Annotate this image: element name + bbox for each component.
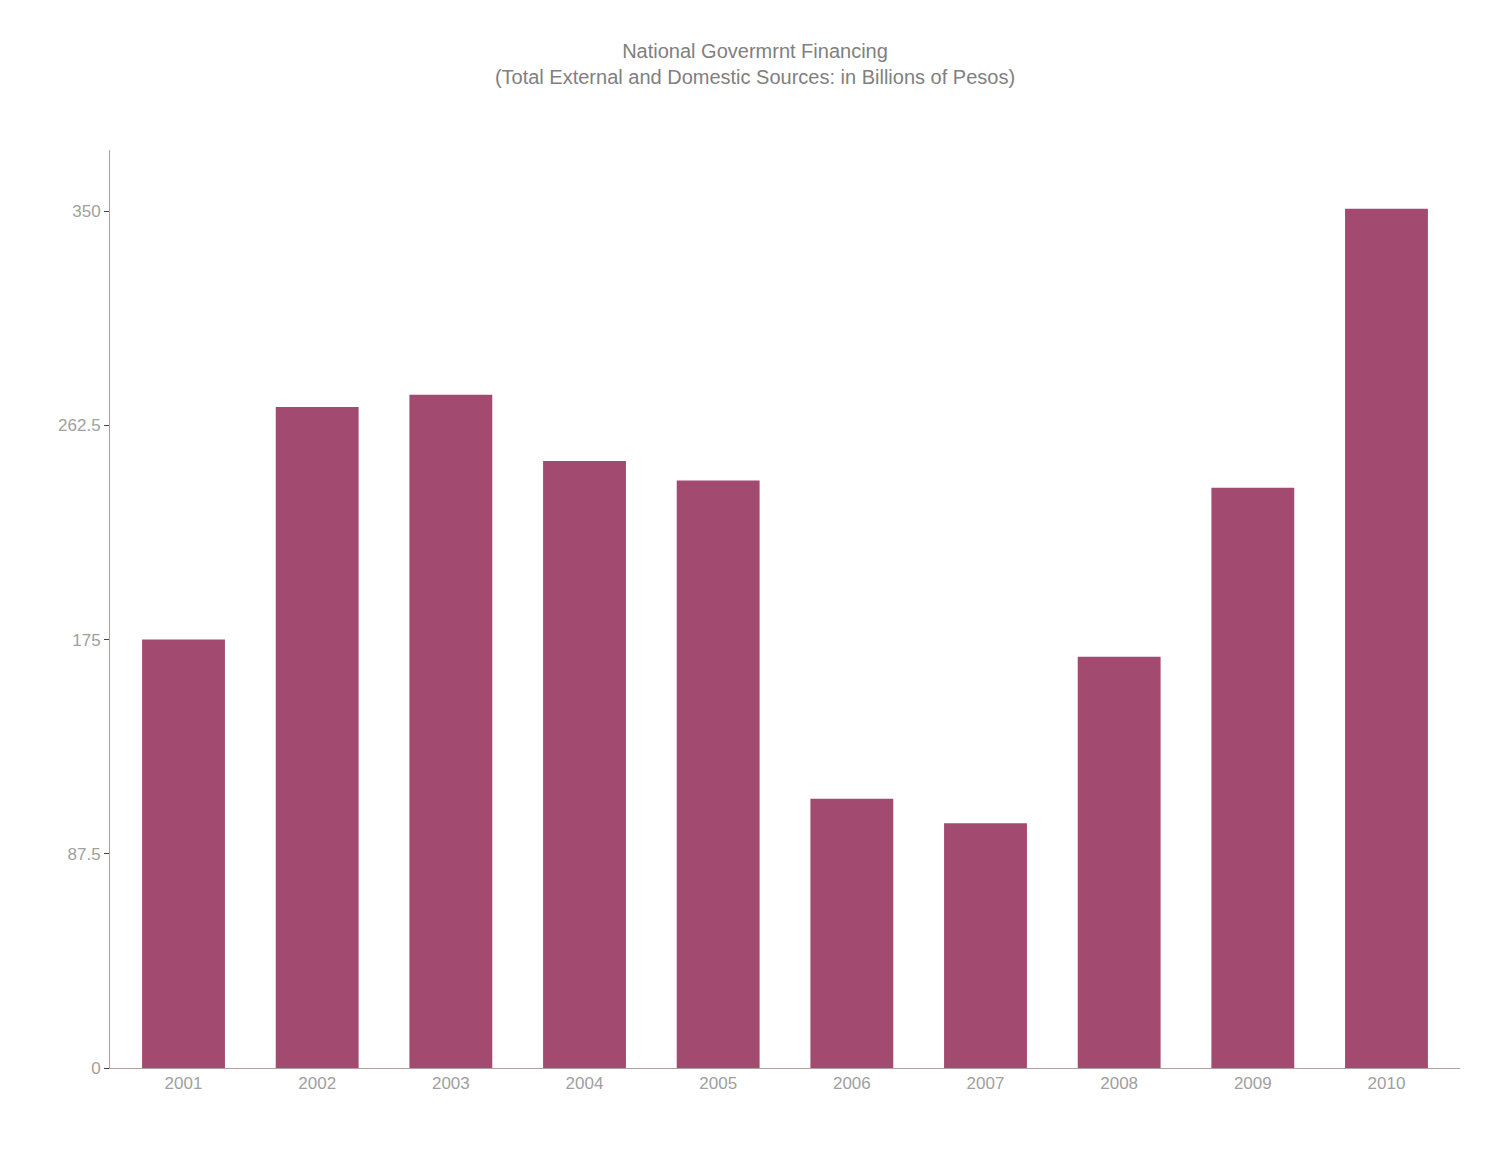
svg-text:175: 175	[72, 631, 100, 650]
svg-text:0: 0	[91, 1059, 100, 1078]
svg-text:2003: 2003	[432, 1074, 470, 1093]
svg-text:2009: 2009	[1234, 1074, 1272, 1093]
svg-text:National Govermrnt Financing(T: National Govermrnt Financing(Total Exter…	[495, 40, 1015, 88]
svg-text:87.5: 87.5	[68, 845, 101, 864]
svg-text:2006: 2006	[833, 1074, 871, 1093]
svg-text:2001: 2001	[165, 1074, 203, 1093]
svg-text:2004: 2004	[566, 1074, 604, 1093]
svg-text:350: 350	[72, 202, 100, 221]
svg-text:2002: 2002	[298, 1074, 336, 1093]
svg-text:2008: 2008	[1100, 1074, 1138, 1093]
svg-text:262.5: 262.5	[58, 416, 101, 435]
svg-text:2010: 2010	[1368, 1074, 1406, 1093]
svg-text:2005: 2005	[699, 1074, 737, 1093]
svg-text:2007: 2007	[967, 1074, 1005, 1093]
